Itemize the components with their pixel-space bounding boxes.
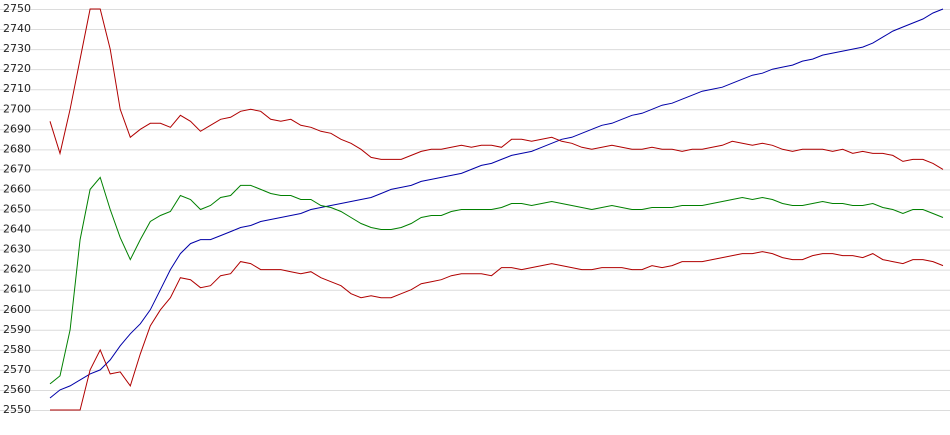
y-tick-label: 2730	[3, 42, 31, 55]
y-tick-label: 2610	[3, 283, 31, 296]
y-tick-label: 2670	[3, 162, 31, 175]
y-tick-label: 2590	[3, 323, 31, 336]
y-tick-label: 2650	[3, 203, 31, 216]
y-tick-label: 2740	[3, 22, 31, 35]
y-tick-label: 2750	[3, 2, 31, 15]
y-tick-label: 2680	[3, 142, 31, 155]
y-tick-label: 2550	[3, 403, 31, 416]
y-tick-label: 2570	[3, 363, 31, 376]
y-tick-label: 2580	[3, 343, 31, 356]
y-tick-label: 2640	[3, 223, 31, 236]
y-tick-label: 2600	[3, 303, 31, 316]
y-tick-label: 2620	[3, 263, 31, 276]
y-tick-label: 2710	[3, 82, 31, 95]
series-line	[49, 176, 944, 385]
y-tick-label: 2700	[3, 102, 31, 115]
series-line	[49, 8, 944, 170]
y-tick-label: 2560	[3, 383, 31, 396]
y-tick-label: 2660	[3, 182, 31, 195]
y-tick-label: 2690	[3, 122, 31, 135]
y-tick-label: 2720	[3, 62, 31, 75]
series-line	[50, 251, 944, 411]
series-line	[49, 8, 944, 399]
y-tick-label: 2630	[3, 243, 31, 256]
